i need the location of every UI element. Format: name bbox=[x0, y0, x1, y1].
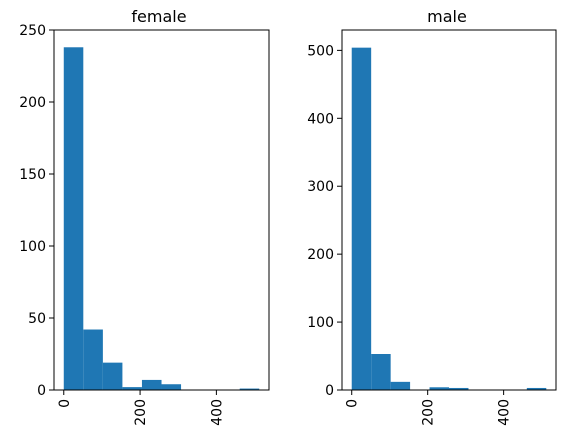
male-ytick-label-2: 200 bbox=[307, 247, 334, 263]
male-xtick-label-0: 0 bbox=[345, 399, 361, 408]
female-ytick-label-0: 0 bbox=[37, 383, 46, 399]
female-ticks: 0 50 100 150 200 250 0 200 400 bbox=[19, 23, 225, 426]
female-ytick-label-4: 200 bbox=[19, 95, 46, 111]
male-bar-4 bbox=[429, 387, 450, 390]
male-ytick-label-1: 100 bbox=[307, 315, 334, 331]
male-ytick-label-3: 300 bbox=[307, 179, 334, 195]
female-bar-0 bbox=[63, 47, 84, 390]
male-ticks: 0 100 200 300 400 500 0 200 400 bbox=[307, 43, 512, 425]
male-plot-frame bbox=[341, 29, 557, 391]
female-bar-4 bbox=[141, 379, 162, 390]
female-bar-5 bbox=[161, 384, 182, 390]
female-plot-frame bbox=[53, 29, 270, 391]
male-ytick-label-4: 400 bbox=[307, 111, 334, 127]
female-bar-2 bbox=[102, 362, 123, 390]
female-bars bbox=[63, 47, 260, 390]
male-bar-0 bbox=[351, 47, 372, 391]
female-xtick-label-1: 200 bbox=[133, 399, 149, 426]
female-ytick-label-2: 100 bbox=[19, 239, 46, 255]
female-bar-3 bbox=[122, 387, 142, 390]
male-ytick-label-5: 500 bbox=[307, 43, 334, 59]
female-ytick-label-5: 250 bbox=[19, 23, 46, 39]
panel-title-female: female bbox=[131, 7, 186, 26]
male-bar-2 bbox=[390, 381, 411, 390]
male-xtick-label-1: 200 bbox=[421, 399, 437, 426]
female-xtick-label-0: 0 bbox=[57, 399, 73, 408]
male-bar-9 bbox=[526, 387, 547, 390]
panel-title-male: male bbox=[427, 7, 467, 26]
panel-male: male 0 100 200 300 400 500 0 200 400 bbox=[307, 7, 557, 426]
female-bar-1 bbox=[83, 329, 103, 390]
female-bar-9 bbox=[239, 388, 260, 390]
female-ytick-label-1: 50 bbox=[28, 311, 46, 327]
male-bar-5 bbox=[449, 387, 469, 390]
male-bar-1 bbox=[371, 354, 391, 390]
panel-female: female 0 50 100 150 200 250 0 200 400 bbox=[19, 7, 270, 426]
male-xtick-label-2: 400 bbox=[497, 399, 513, 426]
female-xtick-label-2: 400 bbox=[209, 399, 225, 426]
male-ytick-label-0: 0 bbox=[325, 383, 334, 399]
female-ytick-label-3: 150 bbox=[19, 167, 46, 183]
male-bars bbox=[351, 47, 547, 391]
